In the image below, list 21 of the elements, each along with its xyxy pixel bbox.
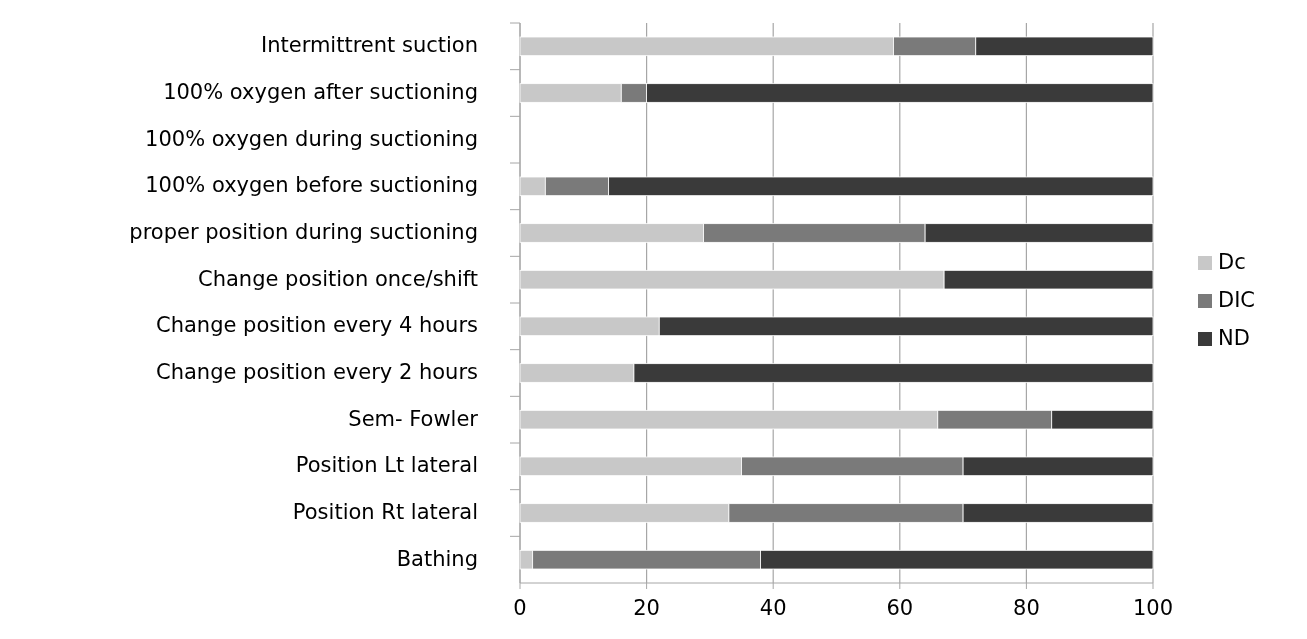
x-tick-label: 0 <box>513 596 527 620</box>
y-tick-label: Intermittrent suction <box>260 33 478 58</box>
y-tick-label: Change position every 2 hours <box>155 360 478 384</box>
y-tick-label: Change position every 4 hours <box>155 313 478 338</box>
legend-label: Dc <box>1218 250 1246 274</box>
y-tick-label: Sem- Fowler <box>348 406 479 431</box>
legend-label: ND <box>1218 326 1250 350</box>
y-tick-label: Position Rt lateral <box>292 500 478 524</box>
x-tick-label: 100 <box>1132 596 1174 620</box>
x-tick-label: 80 <box>1013 596 1040 620</box>
y-tick-label: proper position during suctioning <box>129 220 478 244</box>
legend-label: DIC <box>1218 288 1256 312</box>
y-tick-label: Change position once/shift <box>198 266 478 291</box>
y-tick-label: 100% oxygen before suctioning <box>145 173 478 198</box>
y-tick-label: 100% oxygen after suctioning <box>163 80 478 104</box>
y-tick-label: 100% oxygen during suctioning <box>145 126 478 151</box>
y-tick-label: Position Lt lateral <box>295 453 478 478</box>
x-tick-label: 20 <box>633 596 660 620</box>
x-tick-label: 60 <box>886 596 914 620</box>
y-tick-label: Bathing <box>396 546 478 571</box>
x-tick-label: 40 <box>759 596 787 620</box>
